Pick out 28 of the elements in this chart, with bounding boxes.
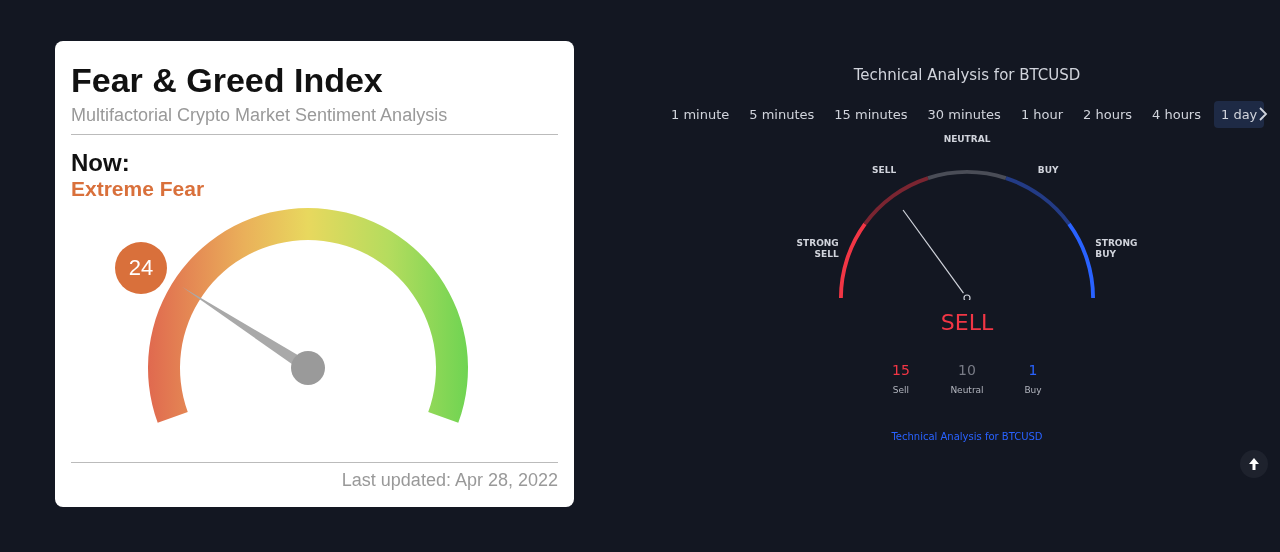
text: Technical Analysis for BTCUSD [890,431,1044,442]
category-label: Neutral [949,385,985,395]
text: 2 hours [1082,106,1134,124]
text: Fear & Greed Index [71,61,383,100]
text: Last updated: Apr 28, 2022 [341,470,558,491]
text: 5 minutes [748,106,816,124]
data-label: 24 [115,242,167,294]
text: 30 minutes [926,106,1002,124]
text: 4 hours [1151,106,1202,124]
text: 1 minute [670,106,731,124]
text: 15 minutes [833,106,909,124]
slice-label: STRONG SELL [796,238,839,260]
text: Multifactorial Crypto Market Sentiment Analysis [71,105,448,126]
chart-title: Technical Analysis for BTCUSD [852,66,1082,84]
text: Now: [71,149,130,177]
category-label: Sell [891,385,911,395]
slice-label: SELL [872,164,897,175]
text: SELL [939,310,995,335]
text: 1 day [1213,101,1265,128]
data-label: 15 [891,362,911,378]
slice-label: NEUTRAL [943,134,991,145]
slice-label: STRONG BUY [1095,238,1138,260]
text: 1 hour [1019,106,1065,124]
data-label: 1 [1027,362,1039,378]
text: Extreme Fear [71,177,205,201]
slice-label: BUY [1037,164,1060,175]
data-label: 10 [957,362,977,378]
category-label: Buy [1023,385,1043,395]
